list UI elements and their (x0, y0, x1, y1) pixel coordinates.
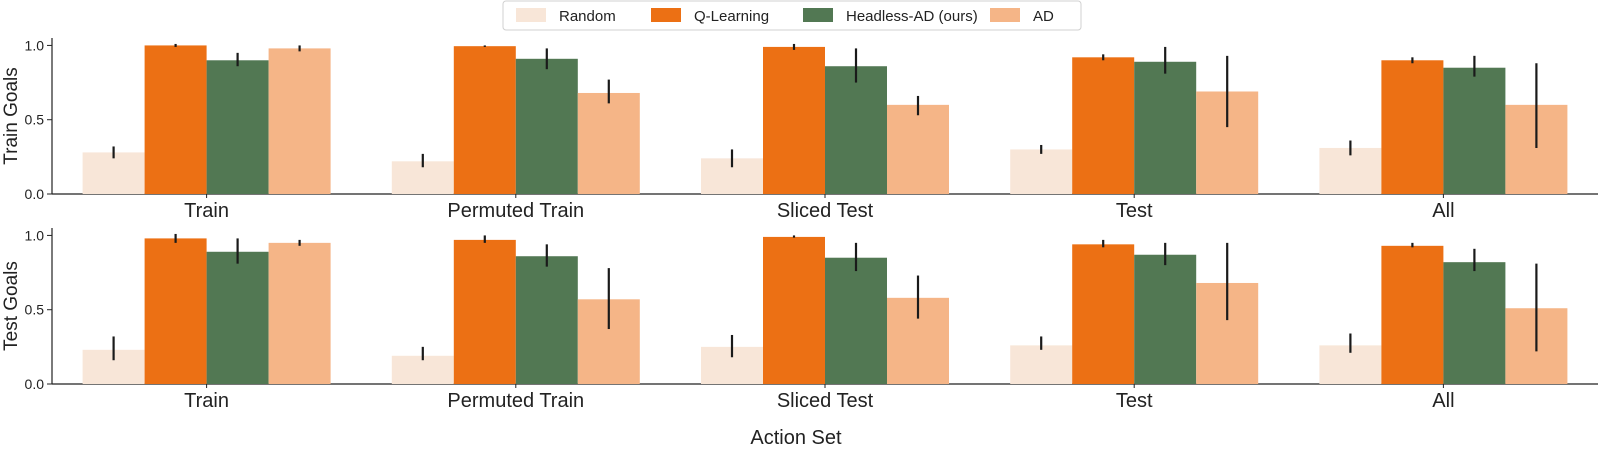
bar (1381, 245, 1444, 384)
bar (1134, 61, 1197, 195)
bar (1443, 262, 1506, 384)
bar (268, 242, 331, 384)
y-axis-label: Test Goals (1, 261, 22, 351)
bar (391, 355, 454, 384)
bar (268, 48, 331, 195)
x-tick-label: Permuted Train (447, 200, 584, 222)
x-tick-label: Test (1116, 200, 1153, 222)
bar (515, 58, 578, 194)
legend: Random Q-Learning Headless-AD (ours) AD (502, 0, 1082, 31)
bar (763, 46, 825, 194)
x-tick-label: All (1432, 200, 1454, 222)
y-tick-label: 0.0 (25, 376, 45, 392)
x-tick-label: Sliced Test (777, 200, 874, 222)
bar (144, 45, 207, 194)
legend-item: Headless-AD (ours) (803, 8, 978, 25)
x-tick-label: Train (184, 200, 229, 222)
bar (144, 238, 207, 384)
legend-item: Q-Learning (651, 8, 769, 25)
y-tick-label: 0.0 (25, 186, 45, 202)
bar (1319, 147, 1382, 194)
bar (825, 66, 887, 194)
x-axis-label: Action Set (750, 427, 842, 449)
bar (1010, 149, 1073, 194)
x-tick-label: Train (184, 390, 229, 412)
legend-swatch (803, 8, 833, 22)
bar (453, 46, 516, 194)
legend-swatch (516, 8, 546, 22)
legend-label: Headless-AD (ours) (846, 8, 978, 25)
bar (1443, 67, 1506, 194)
x-tick-label: Sliced Test (777, 390, 874, 412)
legend-item: Random (516, 8, 616, 25)
y-tick-label: 0.5 (25, 112, 45, 128)
legend-swatch (651, 8, 681, 22)
bar (825, 257, 887, 384)
bar (206, 251, 269, 384)
legend-item: AD (990, 8, 1054, 25)
bar (577, 92, 640, 194)
bar (1381, 60, 1444, 195)
x-tick-label: All (1432, 390, 1454, 412)
bar (453, 239, 516, 384)
y-tick-label: 0.5 (25, 302, 45, 318)
y-tick-label: 1.0 (25, 37, 45, 53)
bar (1072, 244, 1135, 384)
bar (887, 104, 949, 194)
bar (1134, 254, 1197, 384)
x-tick-label: Test (1116, 390, 1153, 412)
y-axis-label: Train Goals (1, 67, 22, 165)
legend-frame (502, 0, 1082, 31)
x-tick-label: Permuted Train (447, 390, 584, 412)
bar (82, 152, 145, 194)
bar (206, 60, 269, 195)
bar (1072, 57, 1135, 194)
bar (1010, 345, 1073, 384)
legend-label: Q-Learning (694, 8, 769, 25)
legend-label: AD (1033, 8, 1054, 25)
bar (515, 256, 578, 384)
y-tick-label: 1.0 (25, 227, 45, 243)
legend-swatch (990, 8, 1020, 22)
bar (763, 236, 825, 384)
legend-label: Random (559, 8, 616, 25)
